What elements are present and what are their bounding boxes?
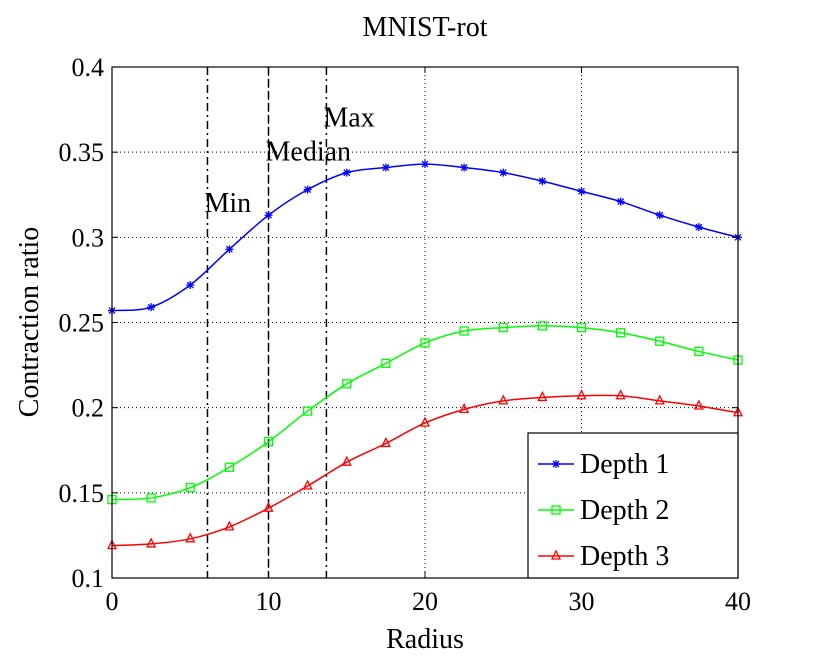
data-point [224, 520, 235, 531]
data-point [615, 389, 626, 400]
annotation-median: Median [266, 137, 352, 168]
data-point [342, 168, 351, 177]
legend-item: Depth 1 [538, 449, 669, 480]
data-point [342, 379, 352, 389]
data-point [185, 483, 195, 493]
y-tick-label: 0.25 [59, 309, 105, 338]
x-tick-label: 0 [106, 587, 119, 616]
data-point [185, 532, 196, 543]
data-point [694, 346, 704, 357]
legend-items: Depth 1 Depth 2 Depth 3 [538, 449, 669, 572]
y-tick-label: 0.15 [59, 479, 105, 508]
series-1 [108, 160, 742, 315]
data-point [537, 390, 548, 402]
data-point [380, 436, 391, 448]
annotation-max: Max [323, 103, 374, 134]
series-line [111, 394, 739, 547]
data-point [537, 321, 548, 331]
data-point [420, 338, 430, 348]
data-point [655, 336, 665, 346]
data-point [654, 394, 665, 405]
data-point [225, 245, 234, 254]
series-layer [106, 160, 744, 550]
y-tick-label: 0.3 [72, 223, 105, 252]
data-point [302, 406, 313, 416]
data-point [302, 479, 313, 490]
data-point [263, 437, 274, 447]
x-axis-label: Radius [386, 624, 464, 655]
y-tick-label: 0.1 [72, 564, 105, 593]
data-point [303, 185, 312, 194]
legend-item: Depth 3 [538, 541, 669, 572]
legend: Depth 1 Depth 2 Depth 3 [527, 432, 739, 579]
annotation-min: Min [204, 188, 251, 219]
chart-title: MNIST-rot [363, 12, 488, 43]
data-point [381, 358, 391, 369]
legend-marker [550, 549, 562, 560]
data-point [460, 163, 469, 172]
legend-box [527, 432, 739, 579]
series-line [111, 325, 739, 501]
x-tick-label: 30 [569, 587, 595, 616]
data-point [146, 493, 156, 503]
data-point [576, 322, 587, 333]
data-point [186, 281, 195, 290]
legend-marker [551, 505, 561, 515]
data-point [576, 389, 587, 400]
data-point [498, 322, 508, 333]
data-point [577, 187, 586, 196]
y-axis-label: Contraction ratio [14, 227, 45, 418]
data-point [341, 455, 352, 466]
x-tick-label: 20 [412, 587, 438, 616]
data-point [224, 462, 235, 472]
grid-layer [112, 67, 738, 578]
data-point [419, 416, 431, 427]
data-point [421, 160, 429, 169]
legend-label: Depth 3 [580, 541, 669, 572]
legend-item: Depth 2 [538, 495, 669, 526]
data-point [459, 402, 470, 414]
data-point [694, 223, 703, 232]
legend-label: Depth 2 [580, 495, 669, 526]
x-tick-label: 10 [256, 587, 282, 616]
tick-layer: 0 10 20 30 40 0.1 0.15 0.2 0.25 0.3 0.35 0.4 [59, 53, 752, 616]
y-tick-label: 0.2 [72, 394, 105, 423]
legend-marker [552, 460, 560, 468]
data-point [615, 328, 626, 338]
data-point [459, 326, 469, 336]
series-3 [106, 389, 744, 550]
data-point [655, 211, 664, 220]
legend-label: Depth 1 [580, 449, 669, 480]
y-tick-label: 0.35 [59, 138, 105, 167]
data-point [381, 163, 390, 172]
x-tick-label: 40 [725, 587, 751, 616]
data-point [498, 394, 509, 405]
data-point [263, 501, 274, 512]
data-point [147, 303, 156, 312]
data-point [264, 211, 273, 220]
y-tick-label: 0.4 [72, 53, 105, 82]
data-point [616, 197, 625, 206]
data-point [499, 168, 508, 177]
data-point [146, 537, 157, 548]
data-point [538, 177, 547, 186]
data-point [693, 399, 704, 410]
